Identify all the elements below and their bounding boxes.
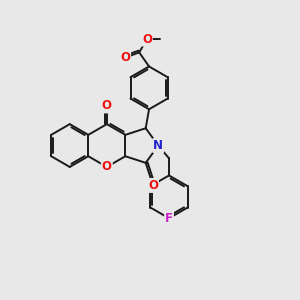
- Text: O: O: [142, 33, 152, 46]
- Text: O: O: [102, 160, 112, 173]
- Text: O: O: [120, 51, 130, 64]
- Text: O: O: [148, 179, 158, 192]
- Text: O: O: [102, 100, 112, 112]
- Text: F: F: [165, 212, 173, 225]
- Text: N: N: [153, 139, 163, 152]
